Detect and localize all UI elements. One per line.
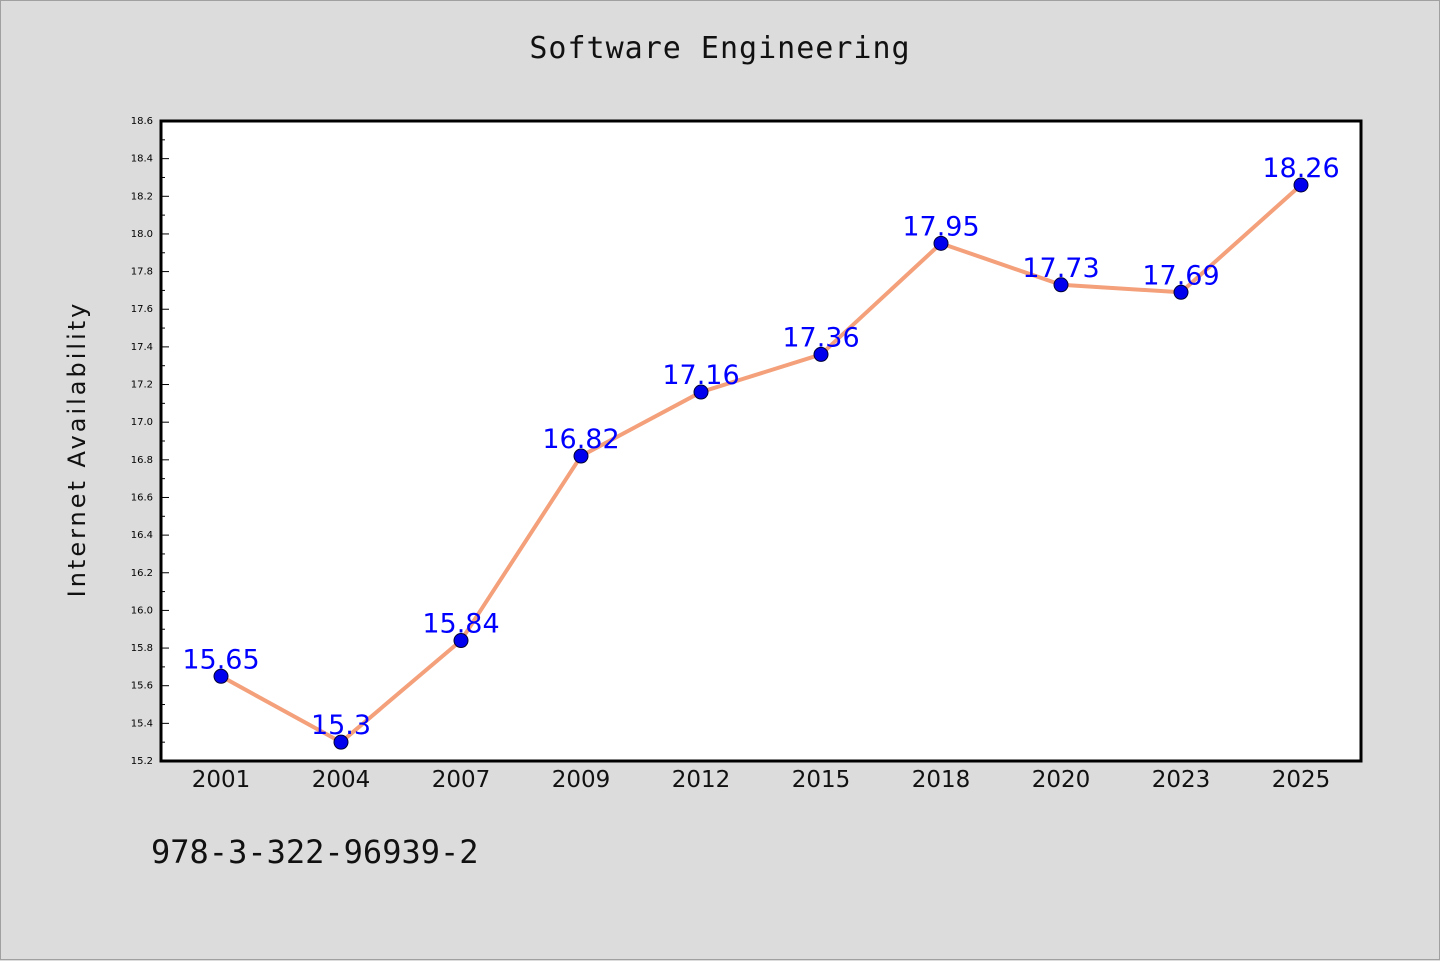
y-tick-label: 17.4 bbox=[131, 342, 153, 353]
y-tick-label: 18.2 bbox=[131, 191, 153, 202]
series-line-segment bbox=[1059, 282, 1183, 295]
data-point bbox=[453, 633, 469, 649]
series-line-segment bbox=[699, 352, 823, 395]
series-line-segment bbox=[819, 241, 943, 357]
data-point bbox=[813, 346, 829, 362]
series-line-segment bbox=[1179, 183, 1303, 295]
data-label: 17.73 bbox=[1022, 253, 1099, 284]
series-line-segment bbox=[219, 674, 343, 745]
y-tick-label: 18.0 bbox=[131, 229, 153, 240]
x-tick-label: 2025 bbox=[1272, 767, 1331, 793]
data-point bbox=[333, 734, 349, 750]
y-tick-label: 15.2 bbox=[131, 756, 153, 767]
data-label: 16.82 bbox=[542, 424, 619, 455]
data-label: 17.16 bbox=[662, 360, 739, 391]
data-label: 17.69 bbox=[1142, 260, 1219, 291]
y-tick-label: 16.2 bbox=[131, 568, 153, 579]
series-line-segment bbox=[939, 241, 1063, 287]
y-tick-label: 18.4 bbox=[131, 154, 153, 165]
y-tick-label: 18.6 bbox=[131, 116, 153, 127]
data-point bbox=[693, 384, 709, 400]
data-label: 17.36 bbox=[782, 322, 859, 353]
series-line-segment bbox=[339, 638, 463, 745]
chart-title: Software Engineering bbox=[529, 31, 911, 66]
data-label: 18.26 bbox=[1262, 153, 1339, 184]
data-point bbox=[213, 668, 229, 684]
series-line-segment bbox=[459, 454, 583, 643]
data-point bbox=[573, 448, 589, 464]
x-tick-label: 2015 bbox=[792, 767, 851, 793]
x-tick-label: 2009 bbox=[552, 767, 611, 793]
x-tick-label: 2018 bbox=[912, 767, 971, 793]
y-tick-label: 16.6 bbox=[131, 492, 153, 503]
data-point bbox=[1293, 177, 1309, 193]
y-tick-label: 16.4 bbox=[131, 530, 153, 541]
x-tick-label: 2004 bbox=[312, 767, 371, 793]
y-tick-label: 15.4 bbox=[131, 718, 153, 729]
y-tick-label: 17.6 bbox=[131, 304, 153, 315]
x-tick-label: 2012 bbox=[672, 767, 731, 793]
y-tick-label: 16.8 bbox=[131, 455, 153, 466]
data-label: 17.95 bbox=[902, 211, 979, 242]
footnote-isbn: 978-3-322-96939-2 bbox=[151, 833, 479, 871]
data-point bbox=[1053, 277, 1069, 293]
series-line-segment bbox=[579, 390, 703, 459]
x-tick-label: 2023 bbox=[1152, 767, 1211, 793]
y-tick-label: 17.0 bbox=[131, 417, 153, 428]
data-point bbox=[1173, 284, 1189, 300]
y-tick-label: 15.8 bbox=[131, 643, 153, 654]
data-point bbox=[933, 235, 949, 251]
y-tick-label: 17.8 bbox=[131, 267, 153, 278]
y-tick-label: 15.6 bbox=[131, 681, 153, 692]
data-label: 15.65 bbox=[182, 644, 259, 675]
plot-area bbox=[159, 119, 1363, 763]
y-tick-label: 17.2 bbox=[131, 380, 153, 391]
x-tick-label: 2007 bbox=[432, 767, 491, 793]
data-label: 15.84 bbox=[422, 609, 499, 640]
x-tick-label: 2001 bbox=[192, 767, 251, 793]
y-tick-label: 16.0 bbox=[131, 605, 153, 616]
data-label: 15.3 bbox=[311, 710, 371, 741]
x-tick-label: 2020 bbox=[1032, 767, 1091, 793]
